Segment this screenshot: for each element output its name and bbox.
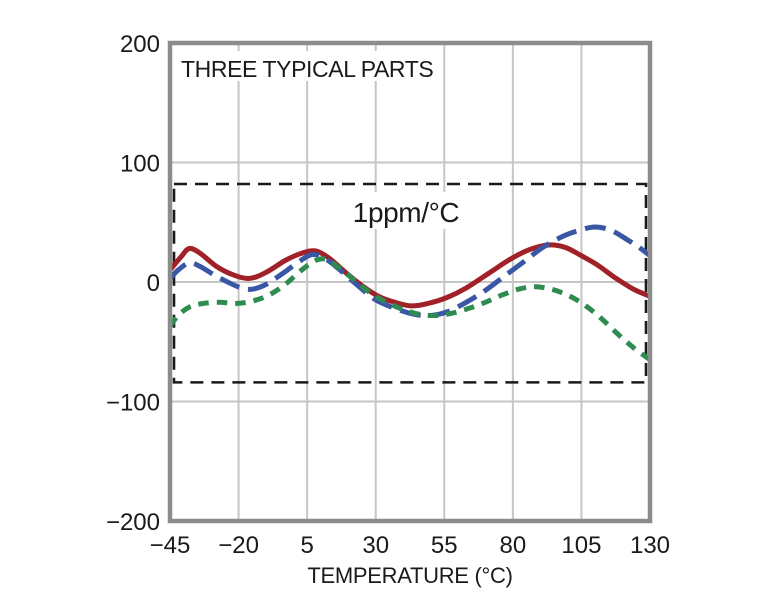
chart-title: THREE TYPICAL PARTS (181, 56, 433, 82)
x-axis-label: TEMPERATURE (°C) (307, 563, 512, 588)
x-tick-labels: −45 −20 5 30 55 80 105 130 (150, 532, 670, 559)
x-tick-label: −20 (218, 532, 259, 559)
gridlines (170, 43, 650, 521)
spec-annotation: 1ppm/°C (353, 197, 460, 228)
spec-limit-box (172, 182, 648, 384)
y-tick-label: −100 (106, 390, 160, 417)
y-tick-label: 200 (120, 31, 160, 58)
y-tick-labels: 200 100 0 −100 −200 (106, 31, 160, 536)
annotation-backdrop (344, 192, 468, 229)
curve-part-3 (169, 256, 651, 362)
x-tick-label: 130 (630, 532, 670, 559)
curve-part-1 (169, 242, 651, 309)
x-tick-label: 80 (500, 532, 527, 559)
y-tick-label: 100 (120, 151, 160, 178)
title-backdrop (177, 51, 437, 81)
y-tick-label: 0 (147, 270, 160, 297)
x-tick-label: −45 (150, 532, 191, 559)
series-curves (169, 224, 651, 362)
x-tick-label: 55 (431, 532, 458, 559)
x-tick-label: 30 (362, 532, 389, 559)
curve-part-2 (169, 224, 651, 319)
plot-frame (167, 40, 653, 524)
x-tick-label: 5 (300, 532, 313, 559)
x-tick-label: 105 (561, 532, 601, 559)
y-tick-label: −200 (106, 509, 160, 536)
